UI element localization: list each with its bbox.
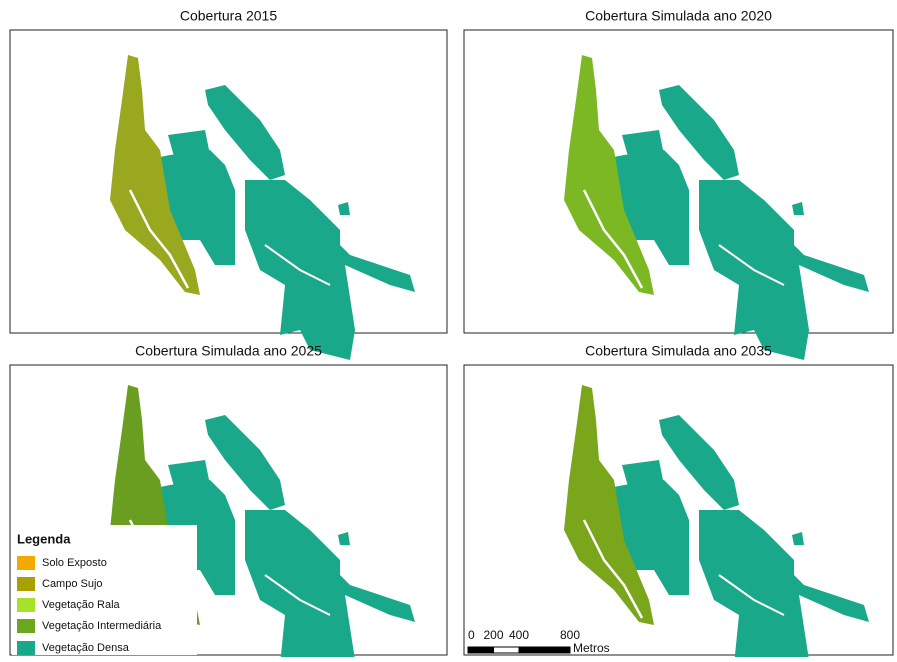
legend-swatch (17, 556, 35, 570)
legend-swatch (17, 577, 35, 591)
scale-unit: Metros (573, 641, 610, 655)
legend-swatch (17, 619, 35, 633)
scale-segment (468, 647, 494, 653)
scale-segment (519, 647, 570, 653)
legend-label: Vegetação Densa (42, 642, 130, 654)
legend-label: Vegetação Intermediária (42, 620, 162, 632)
scale-tick-label: 400 (509, 628, 529, 642)
panel-title: Cobertura Simulada ano 2025 (135, 343, 322, 359)
legend-title: Legenda (17, 531, 71, 546)
scale-tick-label: 0 (468, 628, 475, 642)
scale-segment (494, 647, 520, 653)
panel-title: Cobertura 2015 (180, 8, 278, 24)
legend-label: Solo Exposto (42, 557, 107, 569)
legend-label: Vegetação Rala (42, 599, 121, 611)
panel-title: Cobertura Simulada ano 2020 (585, 8, 772, 24)
scale-tick-label: 200 (483, 628, 503, 642)
legend-swatch (17, 598, 35, 612)
legend-label: Campo Sujo (42, 578, 103, 590)
scale-tick-label: 800 (560, 628, 580, 642)
panel-title: Cobertura Simulada ano 2035 (585, 343, 772, 359)
legend-swatch (17, 641, 35, 655)
figure: Cobertura 2015 Cobertura Simulada ano 202… (0, 0, 897, 657)
